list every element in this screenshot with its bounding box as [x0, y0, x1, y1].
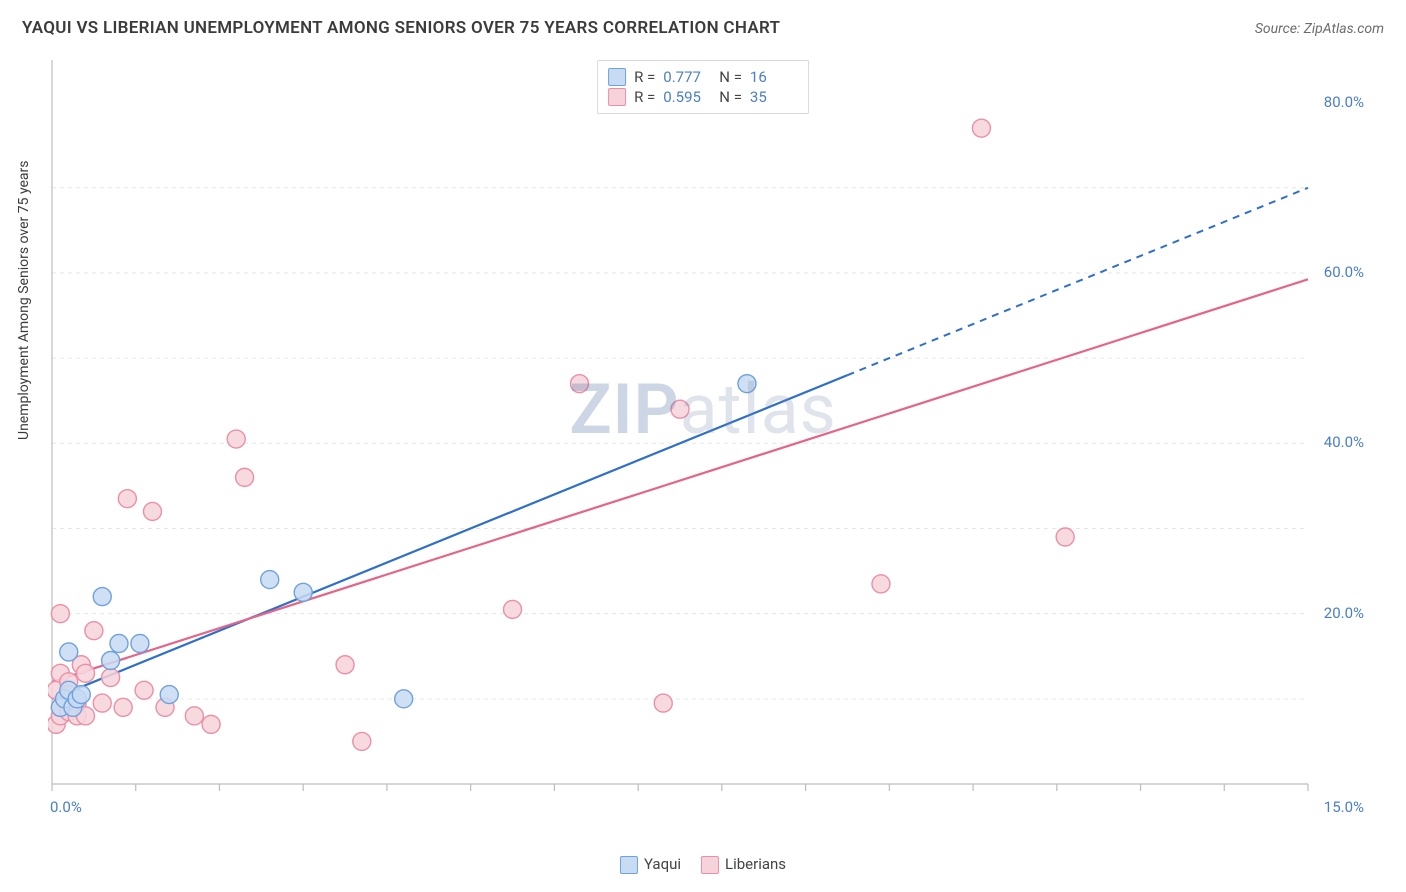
legend-row-liberians: R = 0.595 N = 35 — [608, 87, 798, 107]
chart-svg — [48, 54, 1368, 824]
legend-r-label: R = — [634, 88, 655, 106]
legend-r-label: R = — [634, 68, 655, 86]
y-tick-label: 80.0% — [1324, 93, 1364, 111]
legend-swatch-liberians — [608, 88, 626, 106]
legend-n-value-liberians: 35 — [750, 88, 798, 106]
legend-n-label: N = — [719, 68, 742, 86]
legend-correlation: R = 0.777 N = 16 R = 0.595 N = 35 — [597, 60, 809, 114]
legend-r-value-yaqui: 0.777 — [663, 68, 711, 86]
legend-series-liberians: Liberians — [701, 855, 786, 874]
y-tick-label: 40.0% — [1324, 433, 1364, 451]
source-name: ZipAtlas.com — [1304, 21, 1384, 37]
legend-r-value-liberians: 0.595 — [663, 88, 711, 106]
legend-n-label: N = — [719, 88, 742, 106]
legend-swatch-yaqui — [620, 856, 638, 874]
y-tick-label: 20.0% — [1324, 604, 1364, 622]
y-axis-label: Unemployment Among Seniors over 75 years — [16, 161, 32, 441]
legend-row-yaqui: R = 0.777 N = 16 — [608, 67, 798, 87]
x-tick-max: 15.0% — [1324, 798, 1364, 816]
y-tick-label: 60.0% — [1324, 263, 1364, 281]
x-tick-min: 0.0% — [50, 798, 82, 816]
source-label: Source: ZipAtlas.com — [1255, 21, 1384, 37]
legend-series-name-yaqui: Yaqui — [644, 855, 681, 873]
legend-series-name-liberians: Liberians — [725, 855, 786, 873]
legend-series-yaqui: Yaqui — [620, 855, 681, 874]
chart-title: YAQUI VS LIBERIAN UNEMPLOYMENT AMONG SEN… — [22, 18, 780, 38]
legend-swatch-liberians — [701, 856, 719, 874]
source-prefix: Source: — [1255, 21, 1304, 37]
chart-plot-area: 20.0% 40.0% 60.0% 80.0% 0.0% 15.0% — [48, 54, 1368, 824]
legend-swatch-yaqui — [608, 68, 626, 86]
legend-n-value-yaqui: 16 — [750, 68, 798, 86]
legend-series: Yaqui Liberians — [620, 855, 786, 874]
